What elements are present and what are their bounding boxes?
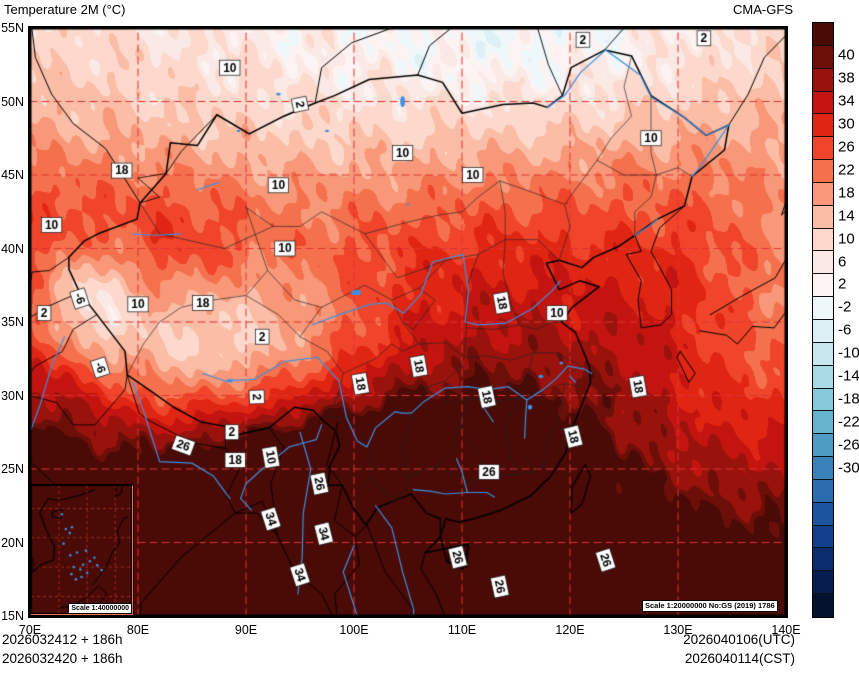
colorbar-tick-label: 34 (838, 92, 855, 110)
colorbar-segment (813, 205, 833, 229)
x-axis-tick: 140E (771, 623, 801, 637)
inset-map[interactable]: Scale 1:40000000 (30, 484, 134, 616)
colorbar-tick-label: -26 (838, 436, 859, 454)
model-label: CMA-GFS (733, 2, 793, 17)
colorbar-tick-label: -18 (838, 390, 859, 408)
colorbar-tick-label: -30 (838, 459, 859, 477)
y-axis-tick: 50N (1, 94, 24, 109)
colorbar-segment (813, 548, 833, 572)
colorbar[interactable] (812, 22, 834, 618)
colorbar-tick-label: 38 (838, 69, 855, 87)
colorbar-tick-label: -10 (838, 344, 859, 362)
x-axis-tick: 100E (339, 623, 369, 637)
colorbar-segment (813, 114, 833, 138)
colorbar-tick-label: 30 (838, 115, 855, 133)
colorbar-tick-label: -14 (838, 367, 859, 385)
colorbar-segment (813, 45, 833, 69)
colorbar-segment (813, 525, 833, 549)
x-axis-tick: 80E (126, 623, 150, 637)
footer-init-cst: 2026032420 + 186h (2, 651, 123, 666)
colorbar-segment (813, 319, 833, 343)
inset-heatmap (31, 485, 132, 614)
y-axis-tick: 55N (1, 21, 24, 35)
page-title: Temperature 2M (°C) (4, 2, 126, 17)
colorbar-tick-label: -6 (838, 321, 852, 339)
y-axis-tick: 45N (1, 168, 24, 182)
colorbar-segment (813, 388, 833, 412)
x-axis-tick: 110E (447, 623, 477, 637)
colorbar-segment (813, 23, 833, 46)
colorbar-segment (813, 434, 833, 458)
x-axis-tick: 120E (555, 623, 585, 637)
colorbar-tick-label: -22 (838, 413, 859, 431)
colorbar-segment (813, 251, 833, 275)
colorbar-tick-label: 40 (838, 46, 855, 64)
y-axis-tick: 25N (1, 462, 24, 476)
colorbar-segment (813, 411, 833, 435)
x-axis-tick: 70E (18, 623, 42, 637)
colorbar-segment (813, 342, 833, 366)
colorbar-tick-label: 22 (838, 161, 855, 179)
colorbar-tick-label: 6 (838, 253, 847, 271)
footer-valid-utc: 2026040106(UTC) (683, 632, 795, 647)
colorbar-segment (813, 137, 833, 161)
colorbar-tick-label: 14 (838, 207, 855, 225)
colorbar-segment (813, 571, 833, 595)
y-axis-tick: 20N (1, 535, 24, 550)
map-scale-label: Scale 1:20000000 No:GS (2019) 1786 (642, 600, 778, 612)
colorbar-tick-label: 10 (838, 230, 855, 248)
x-axis-tick: 130E (663, 623, 693, 637)
colorbar-tick-label: 26 (838, 138, 855, 156)
y-axis-tick: 40N (1, 241, 24, 256)
colorbar-tick-label: 18 (838, 184, 855, 202)
footer-valid-cst: 2026040114(CST) (684, 651, 795, 666)
inset-scale-label: Scale 1:40000000 (68, 603, 132, 614)
temperature-heatmap (30, 28, 786, 616)
colorbar-segment (813, 479, 833, 503)
y-axis-tick: 35N (1, 315, 24, 329)
map-panel[interactable] (28, 26, 788, 618)
colorbar-segment (813, 365, 833, 389)
y-axis-tick: 15N (1, 609, 24, 623)
colorbar-segment (813, 228, 833, 252)
colorbar-segment (813, 68, 833, 92)
colorbar-segment (813, 297, 833, 320)
colorbar-segment (813, 274, 833, 298)
footer-init-utc: 2026032412 + 186h (2, 632, 123, 647)
x-axis-tick: 90E (234, 623, 258, 637)
colorbar-segment (813, 594, 833, 617)
colorbar-tick-label: 2 (838, 275, 847, 293)
y-axis-tick: 30N (1, 388, 24, 403)
colorbar-segment (813, 182, 833, 206)
colorbar-segment (813, 160, 833, 183)
colorbar-segment (813, 502, 833, 526)
colorbar-tick-label: -2 (838, 298, 852, 316)
colorbar-segment (813, 91, 833, 115)
colorbar-segment (813, 457, 833, 480)
